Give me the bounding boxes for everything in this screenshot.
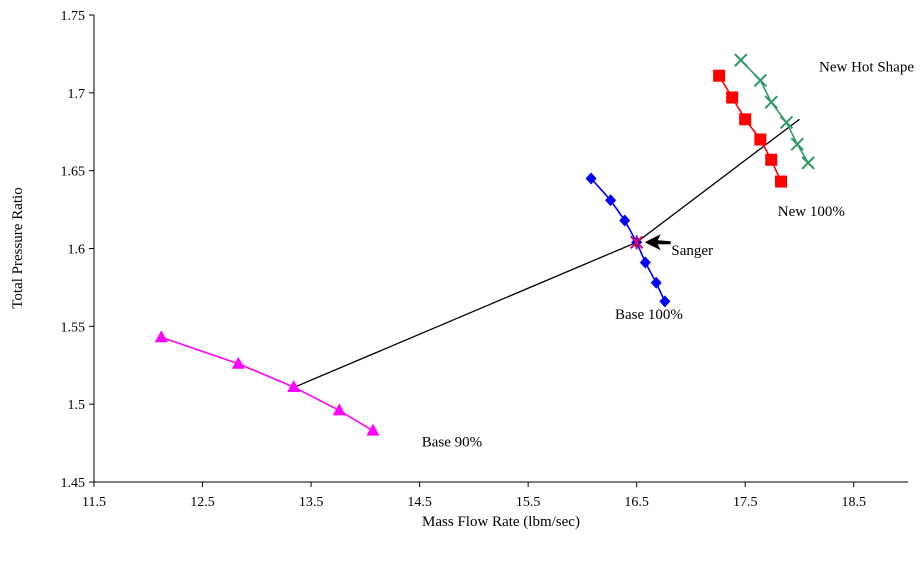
y-tick-label: 1.6 <box>68 243 86 258</box>
diamond-marker <box>585 172 597 185</box>
diamond-marker <box>659 295 671 308</box>
triangle-marker <box>366 423 380 436</box>
annotation-sanger: Sanger <box>671 243 713 259</box>
sanger-arrow-icon <box>644 234 671 251</box>
star-marker <box>629 235 644 250</box>
x-tick-label: 14.5 <box>407 495 432 510</box>
series-line <box>294 118 800 388</box>
x-tick-label: 16.5 <box>624 495 649 510</box>
series-new-hot-shape <box>734 53 815 170</box>
square-marker <box>739 113 752 126</box>
plot-area <box>93 15 908 483</box>
triangle-marker <box>332 403 346 416</box>
diamond-marker <box>650 276 662 289</box>
x-marker <box>764 95 778 109</box>
square-marker <box>726 91 739 104</box>
y-tick-label: 1.5 <box>68 398 86 413</box>
triangle-marker <box>231 356 245 369</box>
x-tick-label: 13.5 <box>299 495 324 510</box>
annotation-base-90: Base 90% <box>422 435 482 451</box>
square-marker <box>775 175 788 188</box>
triangle-marker <box>154 330 168 343</box>
x-tick-label: 18.5 <box>841 495 866 510</box>
x-tick-label: 12.5 <box>190 495 215 510</box>
x-marker <box>753 73 768 88</box>
annotation-new-hot-shape: New Hot Shape <box>819 59 914 75</box>
x-axis-title: Mass Flow Rate (lbm/sec) <box>422 514 580 530</box>
diamond-marker <box>619 214 631 227</box>
annotation-layer: New Hot Shape New 100% Sanger Base 100% Base… <box>422 59 915 450</box>
square-marker <box>754 133 767 146</box>
series-new-100 <box>713 69 788 188</box>
series-line <box>161 336 374 432</box>
annotation-base-100: Base 100% <box>615 307 683 323</box>
triangle-marker <box>287 380 301 393</box>
annotation-new-100: New 100% <box>778 204 845 220</box>
x-ticks: 11.5 12.5 13.5 14.5 15.5 16.5 17.5 18.5 <box>82 482 866 510</box>
series-line <box>740 59 809 164</box>
y-tick-label: 1.55 <box>61 320 86 335</box>
y-tick-label: 1.7 <box>68 87 86 102</box>
series-operating-line <box>294 118 800 388</box>
y-axis-title: Total Pressure Ratio <box>10 187 26 308</box>
y-ticks: 1.45 1.5 1.55 1.6 1.65 1.7 1.75 <box>61 9 94 491</box>
x-tick-label: 11.5 <box>82 495 106 510</box>
y-tick-label: 1.75 <box>61 9 86 24</box>
y-tick-label: 1.65 <box>61 165 86 180</box>
series-sanger <box>629 235 644 250</box>
diamond-marker <box>605 194 617 207</box>
diamond-marker <box>639 256 651 269</box>
y-tick-label: 1.45 <box>61 476 86 491</box>
x-tick-label: 17.5 <box>733 495 758 510</box>
x-marker <box>790 137 805 151</box>
x-marker <box>779 115 794 130</box>
square-marker <box>765 153 778 166</box>
x-tick-label: 15.5 <box>516 495 541 510</box>
x-marker <box>801 156 815 170</box>
square-marker <box>713 69 726 82</box>
x-marker <box>734 53 748 67</box>
series-layer <box>154 53 815 436</box>
series-base-90 <box>154 330 380 436</box>
